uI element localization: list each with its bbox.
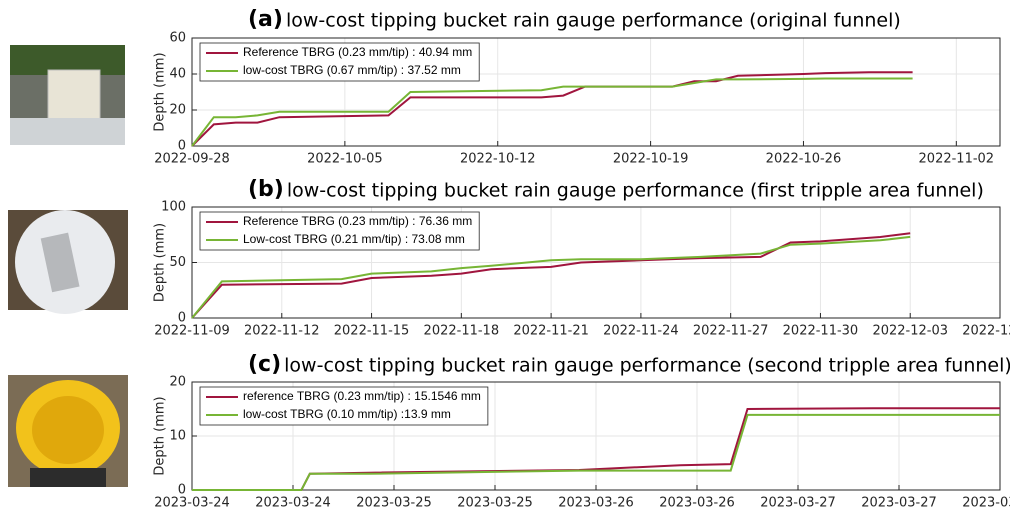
x-tick-label: 2023-03-25 [356, 496, 432, 511]
x-tick-label: 2023-03-26 [558, 496, 634, 511]
chart-title: low-cost tipping bucket rain gauge perfo… [286, 10, 901, 32]
x-tick-label: 2023-03-28 [962, 496, 1010, 511]
x-tick-label: 2022-11-27 [693, 324, 769, 339]
photo-a [10, 45, 125, 145]
y-tick-label: 60 [169, 31, 186, 46]
x-tick-label: 2022-11-09 [154, 324, 230, 339]
data-line [191, 235, 911, 319]
y-tick-label: 50 [169, 255, 186, 270]
x-tick-label: 2022-11-18 [424, 324, 500, 339]
data-line [191, 71, 913, 147]
panel-label: (c) [248, 352, 281, 377]
y-axis-label: Depth (mm) [153, 223, 168, 302]
axes-box [191, 37, 1001, 147]
chart-title: low-cost tipping bucket rain gauge perfo… [287, 180, 984, 202]
panel-label: (b) [248, 177, 284, 202]
x-tick-label: 2023-03-25 [457, 496, 533, 511]
y-tick-label: 0 [178, 311, 186, 326]
y-tick-label: 20 [169, 375, 186, 390]
x-tick-label: 2023-03-26 [659, 496, 735, 511]
photo-c [8, 375, 128, 487]
legend-label: Reference TBRG (0.23 mm/tip) : 76.36 mm [243, 214, 472, 228]
axes-box [191, 381, 1001, 491]
x-tick-label: 2022-11-15 [334, 324, 410, 339]
x-tick-label: 2022-10-26 [766, 152, 842, 167]
x-tick-label: 2022-11-12 [244, 324, 320, 339]
x-tick-label: 2022-11-30 [783, 324, 859, 339]
x-tick-label: 2022-10-05 [307, 152, 383, 167]
y-tick-label: 10 [169, 429, 186, 444]
y-tick-label: 40 [169, 67, 186, 82]
photo-b [8, 210, 128, 314]
legend-box [199, 386, 489, 426]
legend-label: low-cost TBRG (0.10 mm/tip) :13.9 mm [243, 407, 451, 421]
legend-box [199, 211, 480, 251]
y-tick-label: 0 [178, 139, 186, 154]
x-tick-label: 2023-03-27 [760, 496, 836, 511]
legend-label: Reference TBRG (0.23 mm/tip) : 40.94 mm [243, 45, 472, 59]
y-axis-label: Depth (mm) [153, 396, 168, 475]
x-tick-label: 2022-11-21 [513, 324, 589, 339]
x-tick-label: 2023-03-24 [255, 496, 331, 511]
y-tick-label: 100 [161, 200, 186, 215]
y-tick-label: 20 [169, 103, 186, 118]
legend-label: low-cost TBRG (0.67 mm/tip) : 37.52 mm [243, 63, 461, 77]
legend-label: Low-cost TBRG (0.21 mm/tip) : 73.08 mm [243, 232, 465, 246]
x-tick-label: 2022-10-19 [613, 152, 689, 167]
x-tick-label: 2022-11-02 [919, 152, 995, 167]
axes-box [191, 206, 1001, 319]
x-tick-label: 2023-03-24 [154, 496, 230, 511]
x-tick-label: 2022-09-28 [154, 152, 230, 167]
panel-label: (a) [248, 7, 283, 32]
data-line [192, 413, 1000, 491]
legend-box [199, 42, 480, 82]
legend-label: reference TBRG (0.23 mm/tip) : 15.1546 m… [243, 389, 481, 403]
y-axis-label: Depth (mm) [153, 52, 168, 131]
data-line [191, 77, 913, 147]
x-tick-label: 2022-11-24 [603, 324, 679, 339]
x-tick-label: 2022-10-12 [460, 152, 536, 167]
x-tick-label: 2022-12-03 [872, 324, 948, 339]
x-tick-label: 2023-03-27 [861, 496, 937, 511]
chart-title: low-cost tipping bucket rain gauge perfo… [284, 355, 1010, 377]
x-tick-label: 2022-12-06 [962, 324, 1010, 339]
data-line [191, 232, 911, 319]
y-tick-label: 0 [178, 483, 186, 498]
